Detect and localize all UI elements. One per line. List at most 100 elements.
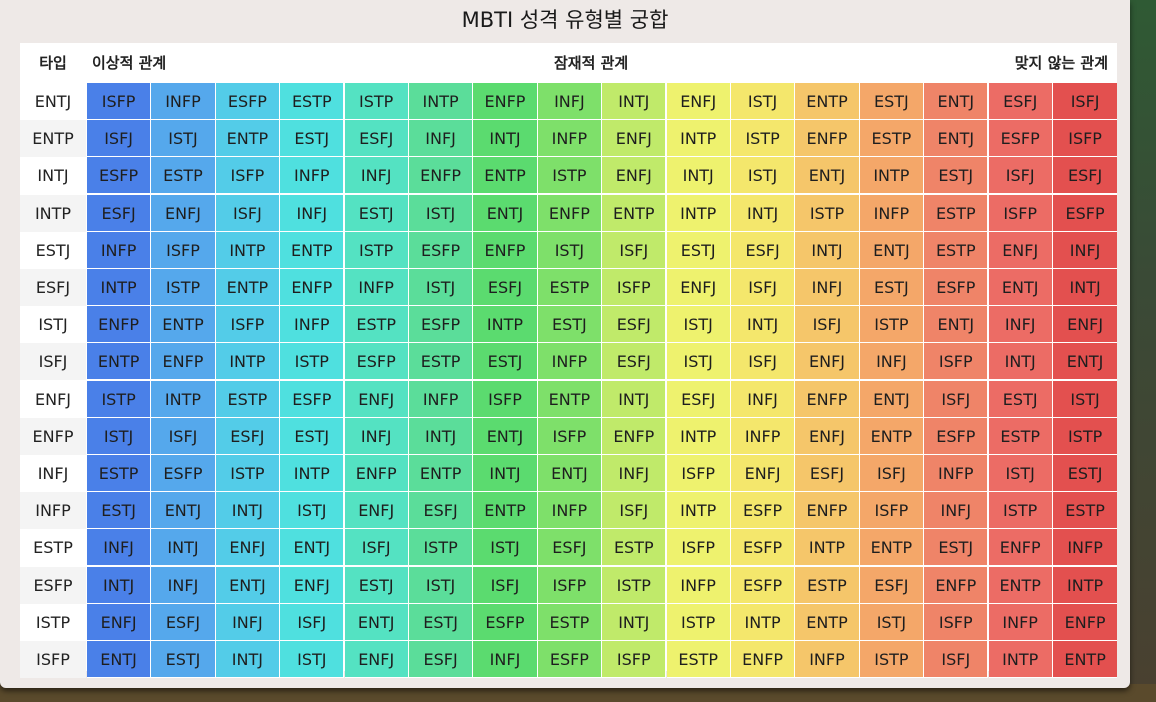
compat-cell: INFP xyxy=(1053,529,1118,567)
compat-cell: ENFJ xyxy=(215,529,280,567)
row-type-label: ENTJ xyxy=(20,83,86,120)
compat-cell: ISFJ xyxy=(602,231,667,269)
compat-cell: ISFP xyxy=(215,157,280,195)
compat-cell: INTP xyxy=(215,343,280,381)
compat-cell: ESTP xyxy=(151,157,216,195)
compat-cell: ESFJ xyxy=(731,231,796,269)
compat-cell: INTJ xyxy=(988,343,1053,381)
compat-cell: ESFP xyxy=(731,492,796,530)
compat-cell: ENTP xyxy=(988,566,1053,604)
compat-cell: ENTJ xyxy=(87,641,152,678)
compat-cell: ISTP xyxy=(215,455,280,492)
compat-cell: INTP xyxy=(731,603,796,641)
compat-cell: ISTJ xyxy=(731,157,796,195)
compat-cell: ESTJ xyxy=(344,566,409,604)
row-type-label: INFP xyxy=(20,492,86,530)
compat-cell: ESFJ xyxy=(795,455,860,492)
compat-cell: ENTP xyxy=(473,157,538,195)
compat-cell: INTP xyxy=(280,455,345,492)
compat-cell: ISTJ xyxy=(87,417,152,455)
table-row: ESTP INFJ INTJ ENFJ ENTJ ISFJ ISTP ISTJ ESFJ ESTP… xyxy=(20,529,1118,567)
compat-cell: ENTJ xyxy=(924,306,989,344)
table-row: INFJ ESTP ESFP ISTP INTP ENFP ENTP INTJ ENTJ INFJ… xyxy=(20,455,1118,492)
compat-cell: ENTJ xyxy=(537,455,602,492)
compat-cell: INTJ xyxy=(1053,269,1118,306)
compat-cell: ISFP xyxy=(602,269,667,306)
compat-cell: INFP xyxy=(344,269,409,306)
compat-cell: ISTP xyxy=(344,83,409,120)
compat-cell: ENFJ xyxy=(344,641,409,678)
compat-cell: ISTJ xyxy=(280,641,345,678)
compat-cell: ESTJ xyxy=(924,529,989,567)
table-row: ISFJ ENTP ENFP INTP ISTP ESFP ESTP ESTJ INFP ESFJ… xyxy=(20,343,1118,381)
compat-cell: ENFP xyxy=(988,529,1053,567)
compat-cell: INFP xyxy=(537,343,602,381)
compat-cell: ESFP xyxy=(473,603,538,641)
image-viewer-card: MBTI 성격 유형별 궁합 타입 이상적 관계 잠재적 관계 맞지 않는 관계… xyxy=(0,0,1130,688)
compat-cell: ESFJ xyxy=(409,492,474,530)
compat-cell: ENFP xyxy=(473,231,538,269)
compat-cell: ENTP xyxy=(409,455,474,492)
compat-cell: INFJ xyxy=(280,194,345,232)
compat-cell: ESTJ xyxy=(151,641,216,678)
row-type-label: ESFJ xyxy=(20,269,86,306)
row-type-label: INTJ xyxy=(20,157,86,195)
compat-cell: ESTP xyxy=(344,306,409,344)
compat-cell: INTJ xyxy=(215,641,280,678)
compat-cell: ISTJ xyxy=(666,306,731,344)
compat-cell: INTP xyxy=(409,83,474,120)
row-type-label: ISFP xyxy=(20,641,86,678)
compat-cell: ISTP xyxy=(602,566,667,604)
compat-cell: INFJ xyxy=(731,380,796,418)
compat-cell: INTJ xyxy=(87,566,152,604)
table-row: ENFJ ISTP INTP ESTP ESFP ENFJ INFP ISFP ENTP INTJ… xyxy=(20,380,1118,418)
compat-cell: ESTJ xyxy=(988,380,1053,418)
compat-cell: ESFJ xyxy=(537,529,602,567)
compat-cell: INFJ xyxy=(924,492,989,530)
compat-cell: ENTJ xyxy=(473,417,538,455)
compat-cell: ESFP xyxy=(344,343,409,381)
compat-cell: INTJ xyxy=(731,194,796,232)
compat-cell: ESTP xyxy=(602,529,667,567)
compat-cell: ESFJ xyxy=(1053,157,1118,195)
compat-cell: INTP xyxy=(859,157,924,195)
compat-cell: ESTJ xyxy=(537,306,602,344)
compat-cell: ENTJ xyxy=(215,566,280,604)
header-type: 타입 xyxy=(39,54,67,72)
compat-cell: ENTP xyxy=(473,492,538,530)
compat-cell: INFJ xyxy=(409,120,474,158)
compat-cell: ENTP xyxy=(87,343,152,381)
compat-cell: ISFP xyxy=(473,380,538,418)
compat-cell: ISFJ xyxy=(731,343,796,381)
compat-cell: INTJ xyxy=(473,120,538,158)
compat-cell: ENFJ xyxy=(280,566,345,604)
compat-cell: ESTP xyxy=(859,120,924,158)
compat-cell: ENTJ xyxy=(859,231,924,269)
compat-cell: INFP xyxy=(87,231,152,269)
table-row: ENTJ ISFP INFP ESFP ESTP ISTP INTP ENFP INFJ INTJ… xyxy=(20,83,1118,120)
compat-cell: ESTJ xyxy=(1053,455,1118,492)
compat-cell: ENFJ xyxy=(988,231,1053,269)
compat-cell: INTJ xyxy=(473,455,538,492)
compat-cell: ISFJ xyxy=(731,269,796,306)
compat-cell: ISFJ xyxy=(215,194,280,232)
compat-cell: ENFP xyxy=(731,641,796,678)
compat-cell: INFP xyxy=(988,603,1053,641)
compat-cell: ISFJ xyxy=(151,417,216,455)
compat-cell: ISTJ xyxy=(409,566,474,604)
compat-cell: ESTP xyxy=(537,269,602,306)
compat-cell: INFJ xyxy=(344,157,409,195)
compat-cell: ENFP xyxy=(795,380,860,418)
compat-cell: ENTJ xyxy=(859,380,924,418)
compat-cell: ENFP xyxy=(87,306,152,344)
compat-cell: ESFP xyxy=(924,417,989,455)
compat-cell: INFP xyxy=(280,306,345,344)
compat-cell: INTJ xyxy=(795,231,860,269)
table-row: ENFP ISTJ ISFJ ESFJ ESTJ INFJ INTJ ENTJ ISFP ENFP… xyxy=(20,417,1118,455)
table-row: ISTJ ENFP ENTP ISFP INFP ESTP ESFP INTP ESTJ ESFJ… xyxy=(20,306,1118,344)
compat-cell: ISTJ xyxy=(666,343,731,381)
compat-cell: INFP xyxy=(731,417,796,455)
compat-cell: ENTJ xyxy=(151,492,216,530)
compat-cell: INFP xyxy=(151,83,216,120)
compat-cell: ISFP xyxy=(602,641,667,678)
